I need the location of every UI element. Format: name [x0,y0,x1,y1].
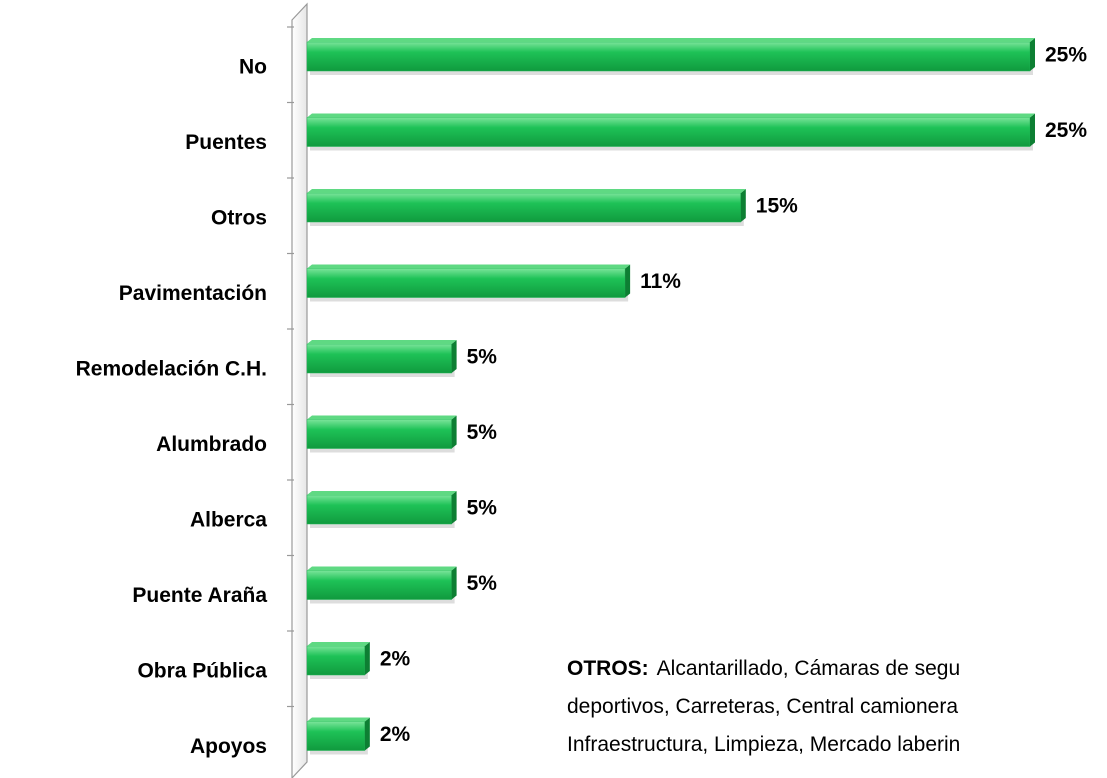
annotation-line: Alcantarillado, Cámaras de segu [657,657,961,680]
bar [306,494,452,525]
y-tick-label: Alberca [190,509,267,532]
bar-top [307,340,457,344]
bar-cap [1030,38,1035,71]
y-tick-label: Obra Pública [137,660,267,683]
bar [306,117,1031,147]
bar-top [307,264,631,269]
data-label: 5% [467,572,498,595]
data-label: 2% [380,723,411,746]
data-label: 25% [1045,119,1087,142]
data-label: 2% [380,648,411,671]
y-tick-label: Pavimentación [119,282,267,305]
y-tick-label: Remodelación C.H. [76,358,267,381]
axis-wall [291,2,308,778]
bars [306,38,1035,755]
category-separators [287,26,294,708]
bar-cap [364,642,370,675]
y-tick-label: Puente Araña [132,584,267,607]
bar-top [307,491,457,495]
labels: No 25% Puentes 25% Otros 15% Pavimentación 11% R… [76,44,1088,759]
y-tick-label: No [239,56,267,79]
data-label: 25% [1045,44,1087,67]
bar-top [307,566,457,571]
bar-cap [451,491,457,524]
bar-cap [364,717,370,751]
bar-top [307,189,746,193]
y-tick-label: Apoyos [190,735,267,758]
bar [306,721,366,751]
y-tick-label: Alumbrado [156,433,267,456]
bar [306,343,452,374]
bar-top [307,38,1035,42]
bar [306,268,626,298]
data-label: 11% [640,270,681,293]
bar [306,570,452,600]
bar-cap [451,415,457,449]
bar [306,419,452,449]
data-label: 5% [467,421,498,444]
annotation-line: deportivos, Carreteras, Central camioner… [567,695,958,718]
bar-cap [451,566,457,600]
annotation-heading: OTROS: [567,657,649,680]
bar-top [307,113,1035,118]
bar [306,192,742,223]
annotation-line: Infraestructura, Limpieza, Mercado laber… [567,733,960,756]
bar-top [307,642,370,646]
bar-top [307,717,370,722]
bar-top [307,415,457,420]
bar [306,41,1031,72]
bar-cap [740,189,746,222]
bar-cap [625,264,631,298]
bar-cap [451,340,457,373]
data-label: 5% [467,346,498,369]
bar-cap [1030,113,1035,147]
y-tick-label: Otros [211,207,267,230]
y-tick-label: Puentes [185,131,267,154]
bar [306,645,366,676]
data-label: 15% [756,195,798,218]
data-label: 5% [467,497,498,520]
